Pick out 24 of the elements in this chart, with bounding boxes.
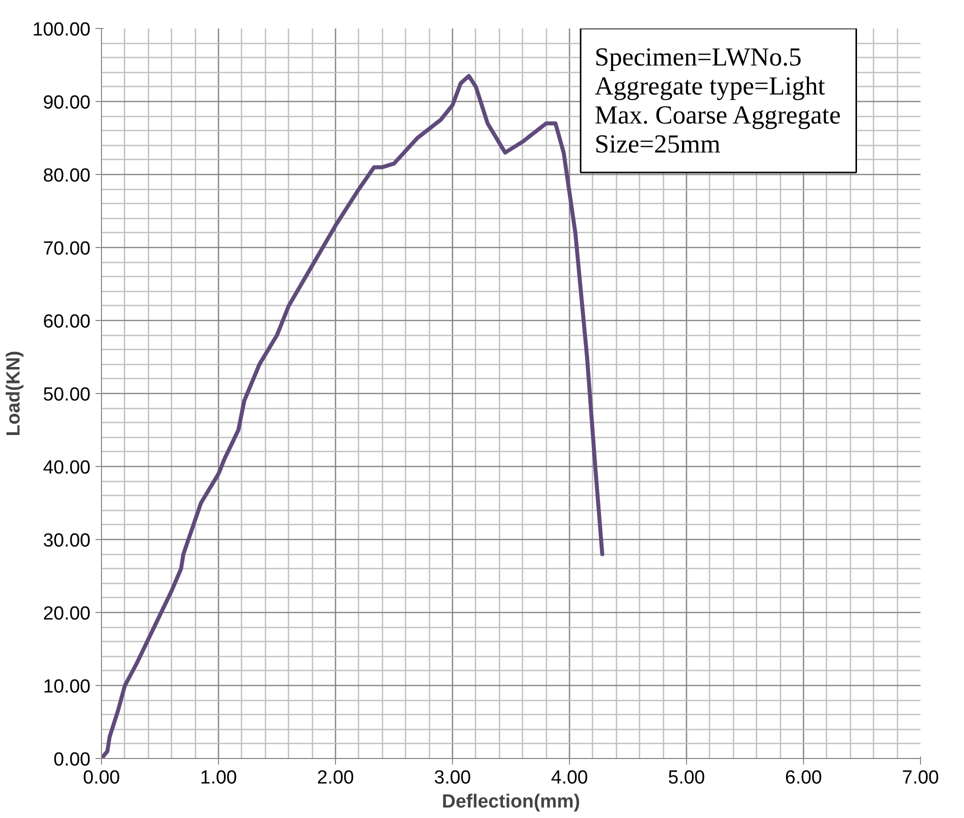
y-tick-label: 20.00 [42, 604, 90, 624]
y-tick-label: 60.00 [42, 312, 90, 332]
y-tick-label: 10.00 [42, 676, 90, 698]
x-tick-label: 3.00 [434, 768, 471, 788]
x-tick-label: 2.00 [317, 768, 354, 788]
y-tick-label: 0.00 [54, 750, 91, 770]
y-tick-label: 90.00 [42, 92, 90, 114]
x-axis-title: Deflection(mm) [442, 792, 580, 812]
x-tick-label: 1.00 [200, 768, 237, 788]
x-tick-label: 4.00 [551, 768, 588, 788]
annotation: Aggregate type=Light [594, 72, 826, 100]
annotation: Max. Coarse Aggregate Size=25mm [594, 100, 841, 158]
y-tick-label: 100.00 [32, 20, 91, 40]
y-tick-label: 50.00 [42, 384, 90, 406]
x-tick-label: 5.00 [668, 768, 705, 788]
x-tick-label: 7.00 [902, 768, 939, 788]
x-tick-label: 0.00 [83, 768, 120, 788]
y-tick-label: 40.00 [42, 458, 90, 478]
y-axis-title: Load(KN) [3, 350, 24, 436]
y-tick-label: 70.00 [42, 238, 90, 260]
y-tick-label: 80.00 [42, 166, 90, 186]
annotation: Specimen=LWNo.5 [594, 42, 802, 72]
y-tick-label: 30.00 [42, 530, 90, 552]
x-tick-label: 6.00 [785, 768, 822, 788]
